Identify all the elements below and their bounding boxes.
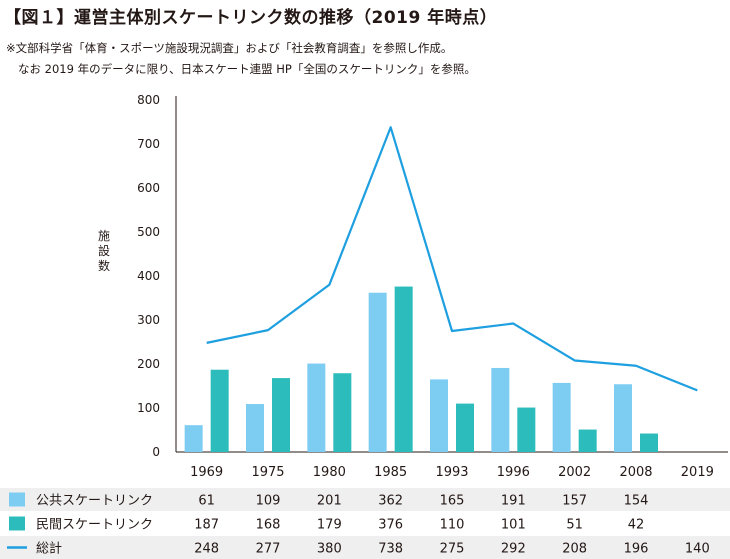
y-tick-label: 700 <box>137 137 160 151</box>
table-value: 201 <box>317 494 342 509</box>
y-axis-label-char: 数 <box>98 258 110 273</box>
legend-swatch-1 <box>9 516 25 531</box>
table-value: 187 <box>194 518 219 533</box>
y-tick-label: 800 <box>137 93 160 107</box>
table-value: 168 <box>256 518 281 533</box>
bar-private-1969 <box>210 369 229 452</box>
table-value: 61 <box>198 494 215 509</box>
table-value: 51 <box>566 518 583 533</box>
bar-public-1985 <box>368 292 387 452</box>
table-value: 208 <box>562 542 587 557</box>
table-value: 196 <box>624 542 649 557</box>
y-tick-label: 100 <box>137 401 160 415</box>
x-tick-label: 2002 <box>558 465 591 480</box>
y-tick-label: 500 <box>137 225 160 239</box>
table-value: 738 <box>378 542 403 557</box>
legend-label: 公共スケートリンク <box>36 494 153 509</box>
table-row-bg <box>0 512 730 535</box>
bar-public-1980 <box>307 363 326 452</box>
table-value: 248 <box>194 542 219 557</box>
legend-label: 民間スケートリンク <box>36 518 153 533</box>
legend-label: 総計 <box>36 541 62 557</box>
x-tick-label: 1980 <box>313 465 346 480</box>
table-value: 140 <box>685 542 710 557</box>
y-tick-label: 300 <box>137 313 160 327</box>
line-total <box>206 126 698 392</box>
x-tick-label: 1969 <box>190 465 223 480</box>
table-value: 292 <box>501 542 526 557</box>
bar-private-1993 <box>456 403 474 452</box>
table-row-bg <box>0 488 730 511</box>
x-tick-label: 1996 <box>497 465 530 480</box>
table-value: 109 <box>256 494 281 509</box>
bar-private-1975 <box>272 378 290 452</box>
source-note-2: なお 2019 年のデータに限り、日本スケート連盟 HP「全国のスケートリンク」… <box>18 62 476 76</box>
bar-public-1996 <box>491 367 510 452</box>
bar-public-1975 <box>246 404 264 452</box>
table-value: 101 <box>501 518 526 533</box>
bar-public-1969 <box>184 425 203 452</box>
table-value: 277 <box>256 542 281 557</box>
table-value: 154 <box>624 494 649 509</box>
table-value: 157 <box>562 494 587 509</box>
table-value: 275 <box>440 542 465 557</box>
table-value: 380 <box>317 542 342 557</box>
chart-title: 【図１】運営主体別スケートリンク数の推移（2019 年時点） <box>4 8 498 28</box>
bar-private-1985 <box>394 286 413 452</box>
bar-private-2002 <box>578 429 597 452</box>
y-axis-label-char: 施 <box>98 229 110 243</box>
bar-public-2002 <box>552 382 571 452</box>
x-tick-label: 1975 <box>251 465 284 480</box>
table-value: 110 <box>440 518 465 533</box>
x-tick-label: 2008 <box>619 465 652 480</box>
x-tick-label: 2019 <box>681 465 714 480</box>
bar-public-2008 <box>614 384 632 452</box>
y-tick-label: 200 <box>137 357 160 371</box>
y-tick-label: 400 <box>137 269 160 283</box>
table-value: 376 <box>378 518 403 533</box>
table-value: 165 <box>440 494 465 509</box>
bar-private-1980 <box>333 373 352 452</box>
table-row-bg <box>0 536 730 559</box>
source-note-1: ※文部科学省「体育・スポーツ施設現況調査」および「社会教育調査」を参照し作成。 <box>6 41 453 55</box>
table-value: 362 <box>378 494 403 509</box>
bar-private-2008 <box>640 433 658 452</box>
bar-private-1996 <box>517 407 536 452</box>
bar-public-1993 <box>430 379 448 452</box>
table-value: 179 <box>317 518 342 533</box>
y-tick-label: 600 <box>137 181 160 195</box>
y-tick-label: 0 <box>152 445 160 459</box>
y-axis-label-char: 設 <box>98 243 110 258</box>
table-value: 191 <box>501 494 526 509</box>
x-tick-label: 1985 <box>374 465 407 480</box>
legend-swatch-0 <box>9 492 25 507</box>
x-tick-label: 1993 <box>435 465 468 480</box>
table-value: 42 <box>628 518 645 533</box>
